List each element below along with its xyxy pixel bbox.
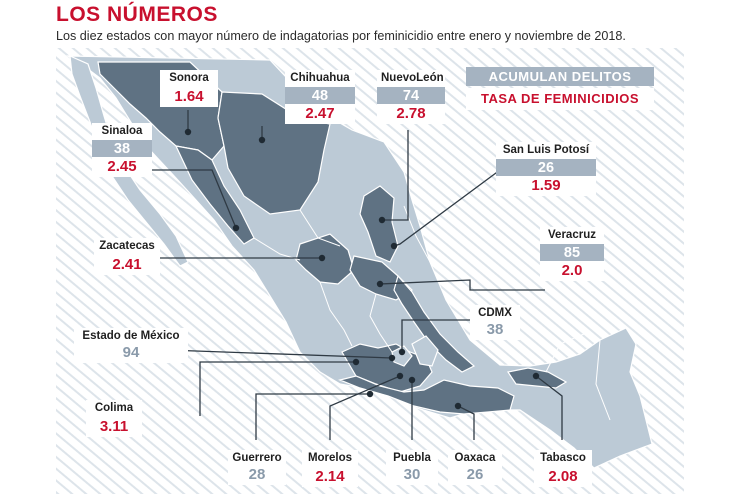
state-count: 28	[248, 465, 266, 483]
state-rate: 2.41	[112, 255, 142, 273]
state-count: 74	[377, 86, 445, 104]
state-name: Oaxaca	[454, 452, 496, 464]
state-rate: 2.45	[107, 158, 137, 175]
state-count: 26	[466, 465, 484, 483]
state-rate: 2.0	[561, 262, 583, 279]
state-name: Sonora	[169, 72, 209, 84]
state-rate: 3.11	[99, 417, 129, 435]
state-rate: 1.59	[531, 177, 561, 194]
callout-tabasco: Tabasco 2.08	[534, 450, 592, 487]
callout-estado-de-mexico: Estado de México 94	[74, 328, 188, 363]
callout-oaxaca: Oaxaca 26	[448, 450, 502, 485]
state-name: Veracruz	[548, 229, 596, 241]
state-name: Colima	[94, 402, 134, 414]
state-name: Tabasco	[540, 452, 586, 464]
state-name: Estado de México	[82, 330, 180, 342]
state-count: 38	[486, 320, 504, 338]
state-count: 38	[92, 139, 152, 157]
leader-endpoints	[184, 128, 540, 410]
state-name: Guerrero	[232, 452, 282, 464]
callout-nuevo-leon: NuevoLeón 74 2.78	[377, 70, 445, 124]
callout-veracruz: Veracruz 85 2.0	[540, 227, 604, 281]
state-guerrero-oaxaca	[338, 375, 515, 415]
state-rate: 1.64	[174, 87, 204, 105]
legend-rate-label: TASA DE FEMINICIDIOS	[466, 88, 654, 110]
state-name: NuevoLeón	[381, 72, 444, 84]
baja-california	[69, 55, 189, 267]
state-name: CDMX	[478, 307, 512, 319]
state-count: 48	[285, 86, 355, 104]
callout-zacatecas: Zacatecas 2.41	[94, 238, 160, 275]
page-subtitle: Los diez estados con mayor número de ind…	[56, 29, 626, 43]
legend-count-label: ACUMULAN DELITOS	[466, 67, 654, 86]
callout-guerrero: Guerrero 28	[228, 450, 286, 485]
callout-sinaloa: Sinaloa 38 2.45	[92, 123, 152, 177]
state-nuevo-leon	[359, 185, 399, 263]
state-name: Puebla	[393, 452, 431, 464]
state-count: 94	[122, 343, 140, 361]
state-rate: 2.78	[396, 105, 426, 122]
state-puebla	[411, 335, 439, 367]
callout-cdmx: CDMX 38	[470, 305, 520, 340]
state-name: Morelos	[307, 452, 353, 464]
callout-morelos: Morelos 2.14	[302, 450, 358, 487]
state-name: Sinaloa	[101, 125, 143, 137]
callout-sonora: Sonora 1.64	[160, 70, 218, 107]
state-name: Zacatecas	[99, 240, 155, 252]
state-rate: 2.47	[305, 105, 335, 122]
state-count: 26	[496, 158, 596, 176]
callout-san-luis-potosi: San Luis Potosí 26 1.59	[496, 142, 596, 196]
callout-colima: Colima 3.11	[86, 400, 142, 437]
state-rate: 2.08	[548, 467, 578, 485]
state-name: San Luis Potosí	[502, 144, 590, 156]
callout-chihuahua: Chihuahua 48 2.47	[285, 70, 355, 124]
state-count: 30	[403, 465, 421, 483]
state-rate: 2.14	[315, 467, 345, 485]
state-veracruz	[393, 274, 476, 373]
callout-puebla: Puebla 30	[386, 450, 438, 485]
state-name: Chihuahua	[290, 72, 350, 84]
page-title: LOS NÚMEROS	[56, 3, 218, 26]
state-count: 85	[540, 243, 604, 261]
leader-lines	[148, 110, 563, 440]
